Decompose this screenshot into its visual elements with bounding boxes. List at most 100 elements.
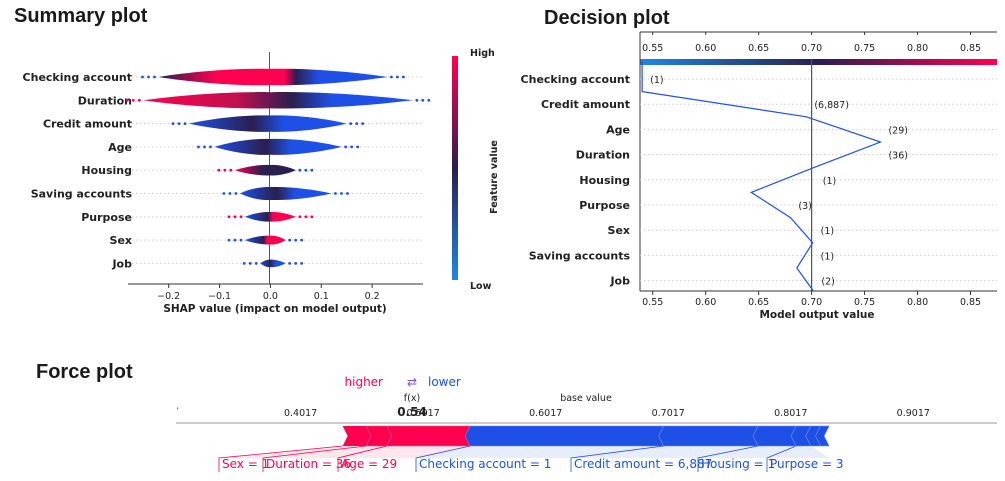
summary-outlier — [137, 98, 141, 102]
force-segment-label: Credit amount = 6,887 — [574, 457, 712, 471]
summary-outlier — [233, 238, 237, 242]
force-label-guide — [697, 445, 759, 472]
summary-violin — [222, 186, 349, 201]
colorbar-high-label: High — [470, 48, 495, 59]
decision-top-tick-label: 0.70 — [801, 43, 822, 54]
decision-x-tick-label: 0.85 — [960, 297, 981, 308]
summary-outlier — [234, 192, 238, 195]
force-label-guide — [570, 445, 664, 472]
decision-feature-label: Sex — [608, 224, 630, 237]
summary-outlier — [227, 215, 231, 219]
force-x-tick-label: 0.5017 — [407, 408, 440, 419]
force-segment-label: Duration = 36 — [266, 457, 351, 471]
summary-outlier — [209, 145, 212, 149]
summary-outlier — [298, 168, 302, 172]
summary-outlier — [229, 168, 233, 172]
force-x-tick-label: 0.4017 — [284, 408, 317, 419]
decision-feature-label: Duration — [576, 149, 630, 162]
summary-outlier — [239, 215, 243, 219]
force-label-guide — [262, 445, 366, 472]
force-label-guide — [218, 445, 343, 472]
summary-outlier — [310, 168, 314, 172]
decision-x-tick-label: 0.70 — [801, 297, 822, 308]
summary-outlier — [131, 98, 135, 102]
force-x-tick-label: 0.6017 — [529, 408, 562, 419]
summary-violin — [242, 259, 304, 268]
force-blue-segment — [658, 425, 759, 447]
force-x-tick-label: 0.8017 — [774, 408, 807, 419]
summary-outlier — [228, 192, 232, 195]
force-x-tick-label: 0.7017 — [652, 408, 685, 419]
decision-feature-label: Saving accounts — [529, 249, 631, 262]
summary-outlier — [300, 262, 304, 265]
force-label-fan — [219, 446, 366, 458]
decision-x-tick-label: 0.75 — [854, 297, 875, 308]
summary-outlier — [288, 238, 292, 242]
decision-x-tick-label: 0.65 — [748, 297, 769, 308]
summary-outlier — [227, 238, 231, 242]
decision-feature-value: (1) — [821, 226, 834, 237]
force-label-guide — [337, 445, 387, 472]
summary-outlier — [349, 122, 353, 125]
summary-outlier — [356, 145, 360, 149]
decision-top-tick-label: 0.80 — [907, 43, 928, 54]
summary-x-label: SHAP value (impact on model output) — [163, 303, 386, 315]
summary-feature-label: Purpose — [81, 211, 132, 224]
decision-feature-value: (2) — [821, 277, 834, 288]
force-segment-label: Housing = 1 — [701, 457, 775, 471]
summary-violin — [125, 92, 431, 109]
decision-feature-value: (1) — [821, 251, 834, 262]
summary-outlier — [421, 98, 425, 102]
summary-violin — [227, 235, 304, 245]
decision-title: Decision plot — [544, 7, 670, 29]
summary-outlier — [346, 192, 349, 195]
summary-outlier — [233, 215, 237, 219]
fx-label: f(x) — [404, 393, 420, 404]
summary-outlier — [298, 215, 302, 219]
decision-feature-label: Housing — [579, 174, 630, 187]
base-value-label: base value — [560, 393, 612, 404]
summary-violin-shape — [158, 68, 388, 86]
decision-feature-value: (6,887) — [814, 100, 849, 111]
summary-outlier — [355, 122, 359, 125]
summary-outlier — [125, 98, 129, 102]
summary-plot: Checking account Duration Credit amount Age… — [23, 48, 500, 315]
summary-outlier — [427, 98, 431, 102]
decision-feature-value: (36) — [888, 151, 908, 162]
summary-violin — [141, 68, 405, 86]
summary-violin-shape — [244, 211, 296, 222]
summary-outlier — [141, 75, 144, 79]
decision-feature-label: Age — [606, 123, 630, 136]
summary-feature-label: Sex — [110, 234, 132, 247]
summary-violin — [217, 164, 314, 176]
force-title: Force plot — [36, 361, 133, 383]
summary-feature-label: Housing — [81, 164, 132, 177]
summary-outlier — [300, 238, 304, 242]
summary-x-tick-label: 0.1 — [314, 291, 329, 302]
summary-outlier — [304, 215, 308, 219]
legend-higher: higher — [345, 375, 384, 389]
summary-outlier — [239, 238, 243, 242]
colorbar-low-label: Low — [470, 281, 492, 292]
decision-x-tick-label: 0.80 — [907, 297, 928, 308]
summary-outlier — [203, 145, 206, 149]
summary-outlier — [222, 192, 226, 195]
summary-outlier — [395, 75, 399, 79]
colorbar-title: Feature value — [489, 140, 500, 214]
summary-outlier — [310, 215, 314, 219]
summary-x-tick-label: −0.2 — [157, 291, 180, 302]
summary-feature-label: Saving accounts — [31, 188, 133, 201]
summary-x-tick-label: −0.1 — [208, 291, 231, 302]
summary-violin — [171, 115, 365, 132]
force-red-segment — [342, 426, 371, 446]
force-segment-label: Purpose = 3 — [770, 457, 843, 471]
force-x-tick-label: 0.9017 — [897, 408, 930, 419]
summary-violin-shape — [234, 164, 296, 176]
force-segment-label: Age = 29 — [341, 457, 397, 471]
decision-feature-label: Credit amount — [541, 98, 630, 111]
summary-violin-shape — [260, 259, 286, 268]
force-segment-label: Checking account = 1 — [419, 457, 551, 471]
summary-feature-label: Credit amount — [43, 118, 132, 131]
summary-outlier — [288, 262, 292, 265]
